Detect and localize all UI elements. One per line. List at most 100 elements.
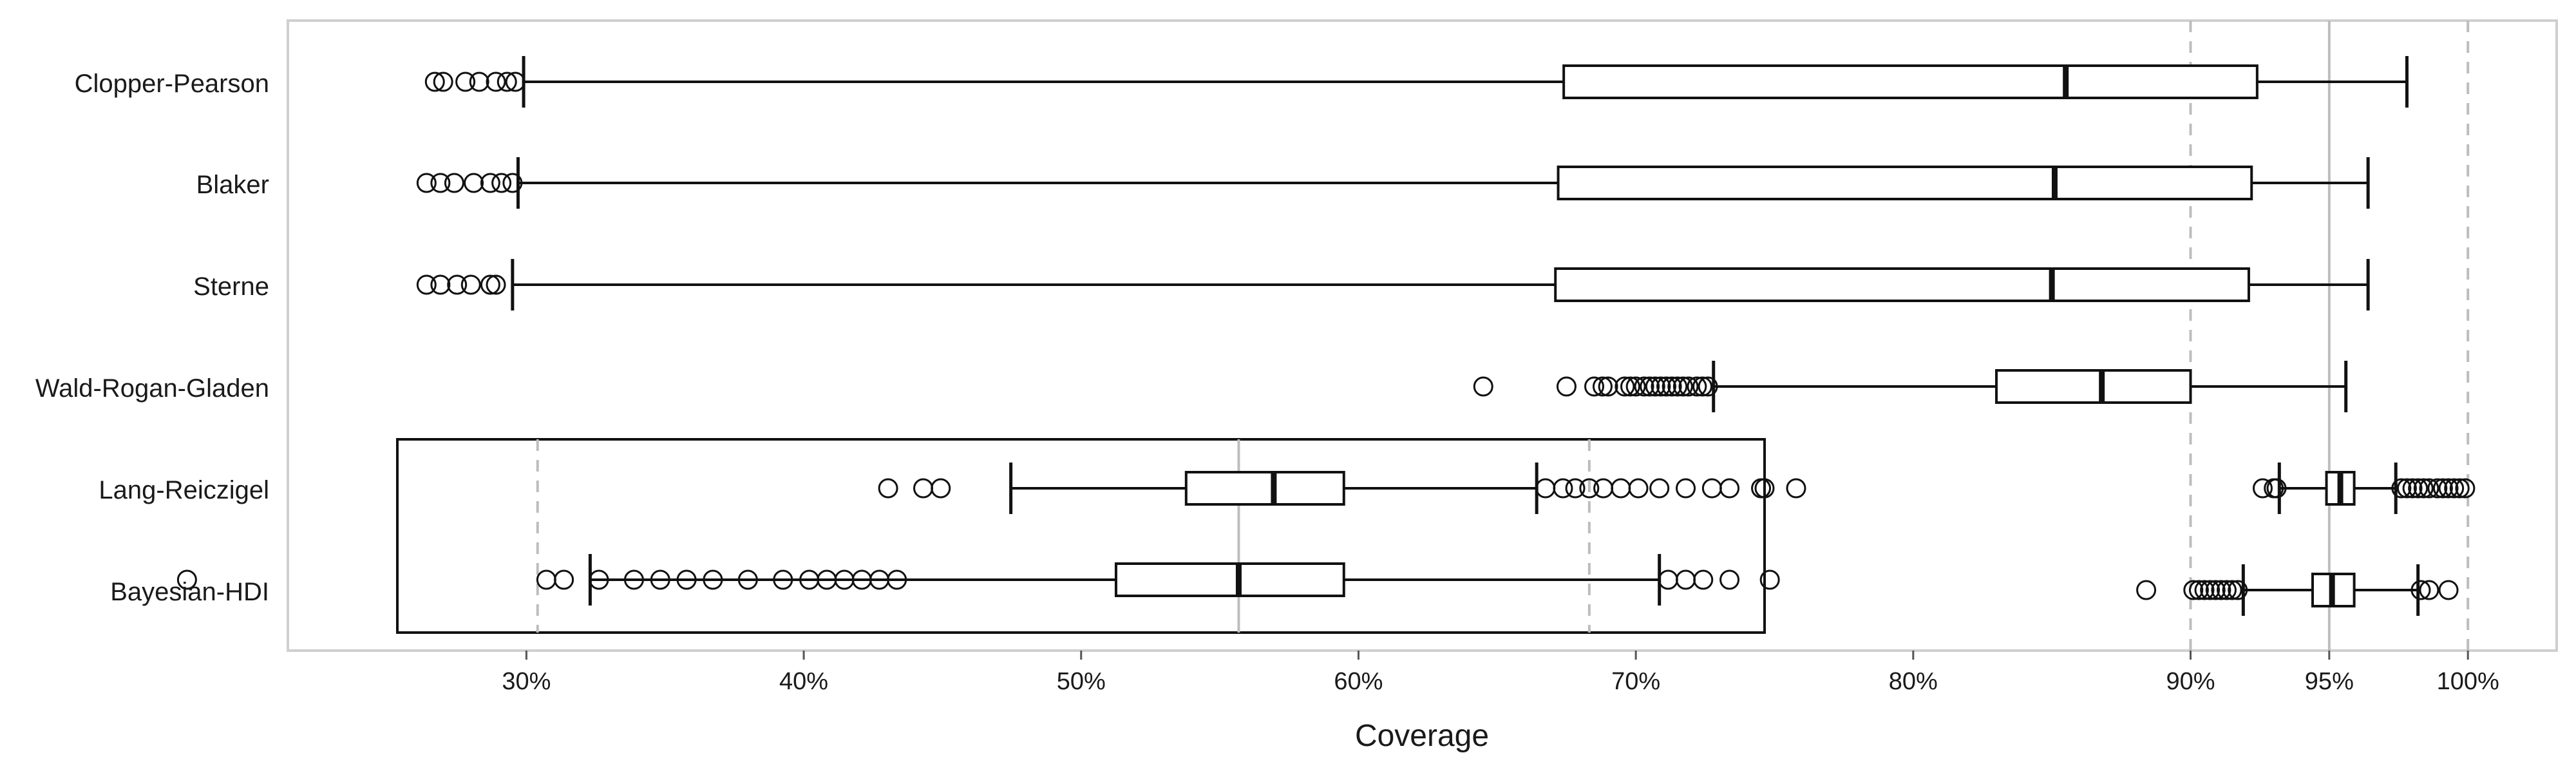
inset-box-bayesian-hdi-outlier-3 <box>589 569 609 590</box>
y-label-bayesian-hdi: Bayesian-HDI <box>110 578 269 606</box>
box-blaker-outlier-0 <box>416 173 437 193</box>
box-clopper-pearson-outlier-5 <box>497 72 517 92</box>
inset-box-lang-reiczigel-box <box>1184 471 1345 506</box>
box-lang-reiczigel-outlier-2 <box>2266 478 2287 499</box>
inset-box-bayesian-hdi-outlier-6 <box>676 569 697 590</box>
box-bayesian-hdi-outlier-6 <box>2211 580 2231 600</box>
box-blaker-box <box>1557 166 2253 200</box>
y-label-sterne: Sterne <box>193 272 269 301</box>
box-bayesian-hdi-outlier-2 <box>2188 580 2209 600</box>
box-wald-rogan-gladen-outlier-2 <box>1584 376 1605 397</box>
box-lang-reiczigel-outlier-8 <box>2419 478 2439 499</box>
box-bayesian-hdi-outlier-8 <box>2222 580 2242 600</box>
box-lang-reiczigel-outlier-4 <box>2396 478 2417 499</box>
inset-box-lang-reiczigel-outlier-6 <box>1579 478 1600 499</box>
inset-box-bayesian-hdi-outlier-18 <box>1693 569 1714 590</box>
box-sterne-box <box>1554 267 2250 302</box>
x-tick-label-80: 80% <box>1889 668 1938 695</box>
inset-box-lang-reiczigel-outlier-4 <box>1553 478 1573 499</box>
box-wald-rogan-gladen-outlier-17 <box>1687 376 1707 397</box>
x-axis-title: Coverage <box>1355 719 1489 753</box>
box-lang-reiczigel-outlier-13 <box>2449 478 2470 499</box>
box-lang-reiczigel-outlier-7 <box>2413 478 2434 499</box>
inset-box-lang-reiczigel-outlier-10 <box>1649 478 1670 499</box>
box-blaker-outlier-4 <box>480 173 500 193</box>
inset-box-bayesian-hdi-outlier-9 <box>773 569 793 590</box>
box-clopper-pearson-outlier-6 <box>505 72 526 92</box>
inset-box-lang-reiczigel-outlier-15 <box>1754 478 1775 499</box>
box-bayesian-hdi-outlier-11 <box>2419 580 2439 600</box>
box-lang-reiczigel-outlier-6 <box>2408 478 2429 499</box>
x-tick-label-100: 100% <box>2437 668 2499 695</box>
inset-box-lang-reiczigel-outlier-16 <box>1786 478 1806 499</box>
box-wald-rogan-gladen-outlier-15 <box>1672 376 1693 397</box>
box-wald-rogan-gladen-outlier-12 <box>1656 376 1677 397</box>
box-wald-rogan-gladen-outlier-11 <box>1651 376 1671 397</box>
box-wald-rogan-gladen-outlier-5 <box>1615 376 1635 397</box>
box-bayesian-hdi-outlier-4 <box>2200 580 2221 600</box>
box-lang-reiczigel-outlier-12 <box>2444 478 2465 499</box>
box-wald-rogan-gladen-outlier-9 <box>1640 376 1660 397</box>
inset-box-bayesian-hdi-outlier-7 <box>703 569 723 590</box>
box-blaker-outlier-6 <box>502 173 523 193</box>
x-tick-label-95: 95% <box>2305 668 2354 695</box>
x-tick-label-70: 70% <box>1611 668 1660 695</box>
box-wald-rogan-gladen-outlier-0 <box>1473 376 1493 397</box>
y-label-lang-reiczigel: Lang-Reiczigel <box>99 476 269 504</box>
box-wald-rogan-gladen-outlier-13 <box>1662 376 1682 397</box>
box-blaker-outlier-5 <box>491 173 512 193</box>
box-bayesian-hdi-outlier-9 <box>2228 580 2248 600</box>
box-lang-reiczigel-outlier-11 <box>2438 478 2459 499</box>
box-lang-reiczigel-outlier-14 <box>2455 478 2476 499</box>
x-tick-label-30: 30% <box>502 668 551 695</box>
box-wald-rogan-gladen-box <box>1995 369 2192 404</box>
inset-box-lang-reiczigel-outlier-0 <box>878 478 898 499</box>
box-clopper-pearson-outlier-3 <box>469 72 489 92</box>
box-sterne-outlier-1 <box>430 274 451 295</box>
box-wald-rogan-gladen-outlier-4 <box>1598 376 1618 397</box>
box-clopper-pearson-outlier-0 <box>424 72 445 92</box>
inset-box-bayesian-hdi-outlier-20 <box>1759 569 1780 590</box>
box-lang-reiczigel-outlier-3 <box>2391 478 2412 499</box>
box-wald-rogan-gladen-outlier-6 <box>1620 376 1641 397</box>
box-sterne-outlier-2 <box>447 274 468 295</box>
box-wald-rogan-gladen-outlier-1 <box>1556 376 1577 397</box>
box-bayesian-hdi-outlier-5 <box>2205 580 2226 600</box>
box-lang-reiczigel-outlier-0 <box>2252 478 2273 499</box>
box-wald-rogan-gladen-outlier-8 <box>1634 376 1654 397</box>
box-bayesian-hdi-outlier-12 <box>2438 580 2459 600</box>
y-label-blaker: Blaker <box>196 171 269 199</box>
box-wald-rogan-gladen-outlier-18 <box>1692 376 1712 397</box>
x-tick-label-50: 50% <box>1057 668 1106 695</box>
x-tick-label-40: 40% <box>779 668 828 695</box>
box-wald-rogan-gladen-outlier-14 <box>1667 376 1688 397</box>
inset-box-lang-reiczigel-outlier-9 <box>1628 478 1649 499</box>
box-sterne-outlier-0 <box>416 274 437 295</box>
box-lang-reiczigel-outlier-5 <box>2402 478 2423 499</box>
box-blaker-outlier-3 <box>464 173 484 193</box>
inset-box-bayesian-hdi-outlier-15 <box>887 569 907 590</box>
box-wald-rogan-gladen-outlier-3 <box>1592 376 1613 397</box>
inset-box-lang-reiczigel-outlier-13 <box>1719 478 1740 499</box>
inset-box-bayesian-hdi-outlier-0 <box>176 569 197 590</box>
box-lang-reiczigel-outlier-9 <box>2427 478 2448 499</box>
box-bayesian-hdi-outlier-0 <box>2136 580 2157 600</box>
box-clopper-pearson-outlier-1 <box>433 72 453 92</box>
inset-box-bayesian-hdi-outlier-4 <box>623 569 644 590</box>
box-wald-rogan-gladen-outlier-16 <box>1678 376 1699 397</box>
y-axis-labels: Clopper-Pearson Blaker Sterne Wald-Rogan-Gl… <box>35 70 269 606</box>
inset-box-bayesian-hdi-outlier-8 <box>737 569 758 590</box>
inset-box-bayesian-hdi-outlier-5 <box>650 569 670 590</box>
inset-box-lang-reiczigel-outlier-5 <box>1565 478 1586 499</box>
box-bayesian-hdi-outlier-7 <box>2216 580 2237 600</box>
box-lang-reiczigel-outlier-10 <box>2432 478 2453 499</box>
y-label-wald-rogan-gladen: Wald-Rogan-Gladen <box>35 374 269 403</box>
box-wald-rogan-gladen-outlier-7 <box>1625 376 1646 397</box>
x-axis: 30% 40% 50% 60% 70% 80% 90% 95% 100% <box>502 651 2499 695</box>
inset-frame <box>396 438 1766 634</box>
reference-lines <box>2189 21 2470 651</box>
y-label-clopper-pearson: Clopper-Pearson <box>75 70 269 98</box>
box-wald-rogan-gladen-outlier-19 <box>1698 376 1718 397</box>
box-wald-rogan-gladen-outlier-10 <box>1645 376 1665 397</box>
